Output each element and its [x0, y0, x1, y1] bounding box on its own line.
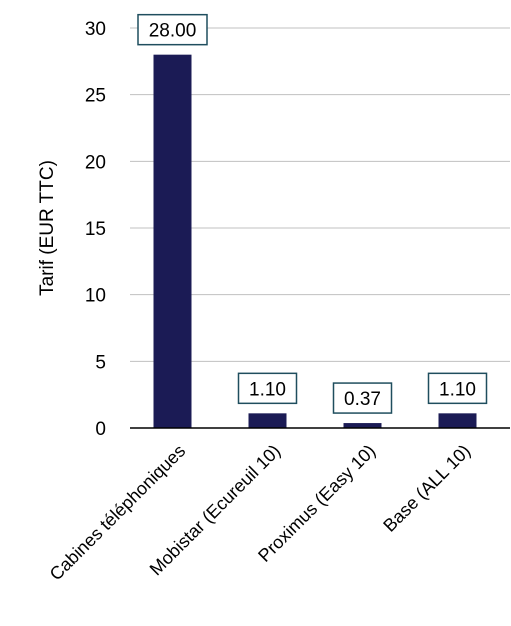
bar	[153, 54, 192, 429]
data-label-box	[427, 372, 488, 405]
data-label: 28.00	[137, 13, 208, 46]
data-label: 0.37	[332, 382, 393, 414]
data-label-value: 0.37	[344, 389, 381, 410]
data-label-box	[237, 372, 298, 405]
y-tick-label: 15	[85, 219, 106, 240]
bars	[153, 54, 477, 429]
y-tick-label: 25	[85, 86, 106, 107]
y-tick-label: 30	[85, 19, 106, 40]
bar	[343, 423, 382, 428]
y-tick-label: 5	[95, 352, 106, 373]
bar	[248, 413, 287, 428]
data-label-value: 1.10	[249, 379, 286, 400]
y-axis-ticks: 0 5 10 15 20 25 30	[85, 19, 106, 440]
y-tick-label: 10	[85, 286, 106, 307]
data-label: 1.10	[237, 372, 298, 405]
data-label-box	[137, 13, 208, 46]
x-category-label: Base (ALL 10)	[379, 441, 474, 536]
y-axis-title: Tarif (EUR TTC)	[37, 160, 58, 296]
data-labels: 28.00 1.10 0.37 1.10	[137, 13, 488, 414]
data-label-value: 1.10	[439, 379, 476, 400]
data-label-value: 28.00	[149, 21, 197, 42]
bar	[438, 413, 477, 428]
data-label: 1.10	[427, 372, 488, 405]
data-label-box	[332, 382, 393, 414]
y-tick-label: 0	[95, 419, 106, 440]
y-tick-label: 20	[85, 152, 106, 173]
